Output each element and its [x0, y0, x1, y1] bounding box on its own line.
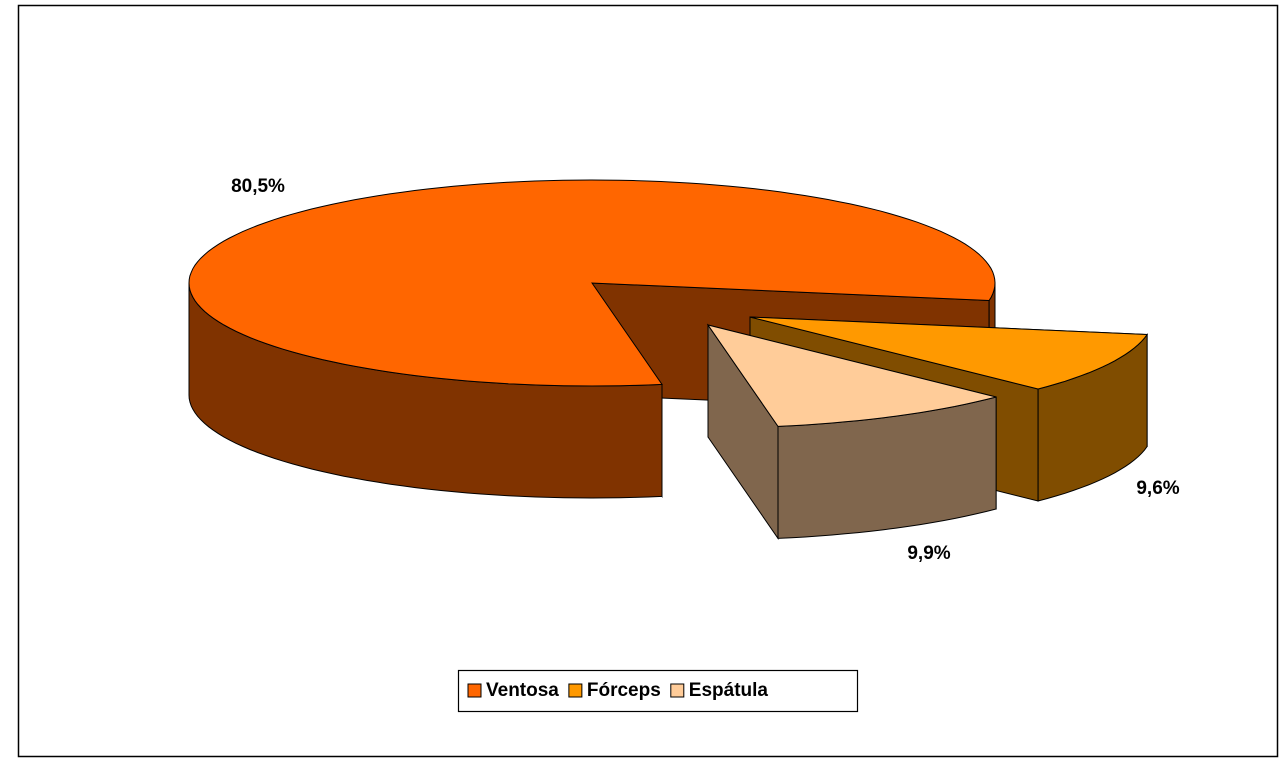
data-label: 80,5%	[231, 176, 285, 197]
slice	[188, 179, 996, 387]
plot-area: 80,5% 9,6% 9,9%	[188, 176, 1180, 564]
legend-label: Espátula	[689, 680, 769, 701]
slice	[706, 323, 997, 541]
legend-swatch	[467, 683, 482, 698]
slice	[749, 316, 1149, 390]
legend-label: Fórceps	[587, 680, 661, 701]
slice	[706, 324, 997, 427]
legend-box	[457, 669, 859, 713]
legend-swatch	[670, 683, 685, 698]
data-label: 9,9%	[907, 543, 950, 564]
legend: Ventosa Fórceps Espátula	[457, 669, 859, 713]
legend-swatch	[568, 683, 583, 698]
data-label: 9,6%	[1136, 478, 1179, 499]
legend-label: Ventosa	[486, 680, 559, 701]
